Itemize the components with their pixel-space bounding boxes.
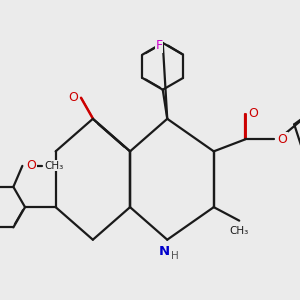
Text: CH₃: CH₃ bbox=[230, 226, 249, 236]
Text: O: O bbox=[26, 159, 36, 172]
Text: N: N bbox=[159, 245, 170, 258]
Text: F: F bbox=[155, 39, 163, 52]
Text: H: H bbox=[171, 251, 178, 261]
Text: O: O bbox=[249, 107, 259, 120]
Text: CH₃: CH₃ bbox=[44, 161, 64, 171]
Text: O: O bbox=[277, 133, 287, 146]
Text: O: O bbox=[68, 91, 78, 104]
